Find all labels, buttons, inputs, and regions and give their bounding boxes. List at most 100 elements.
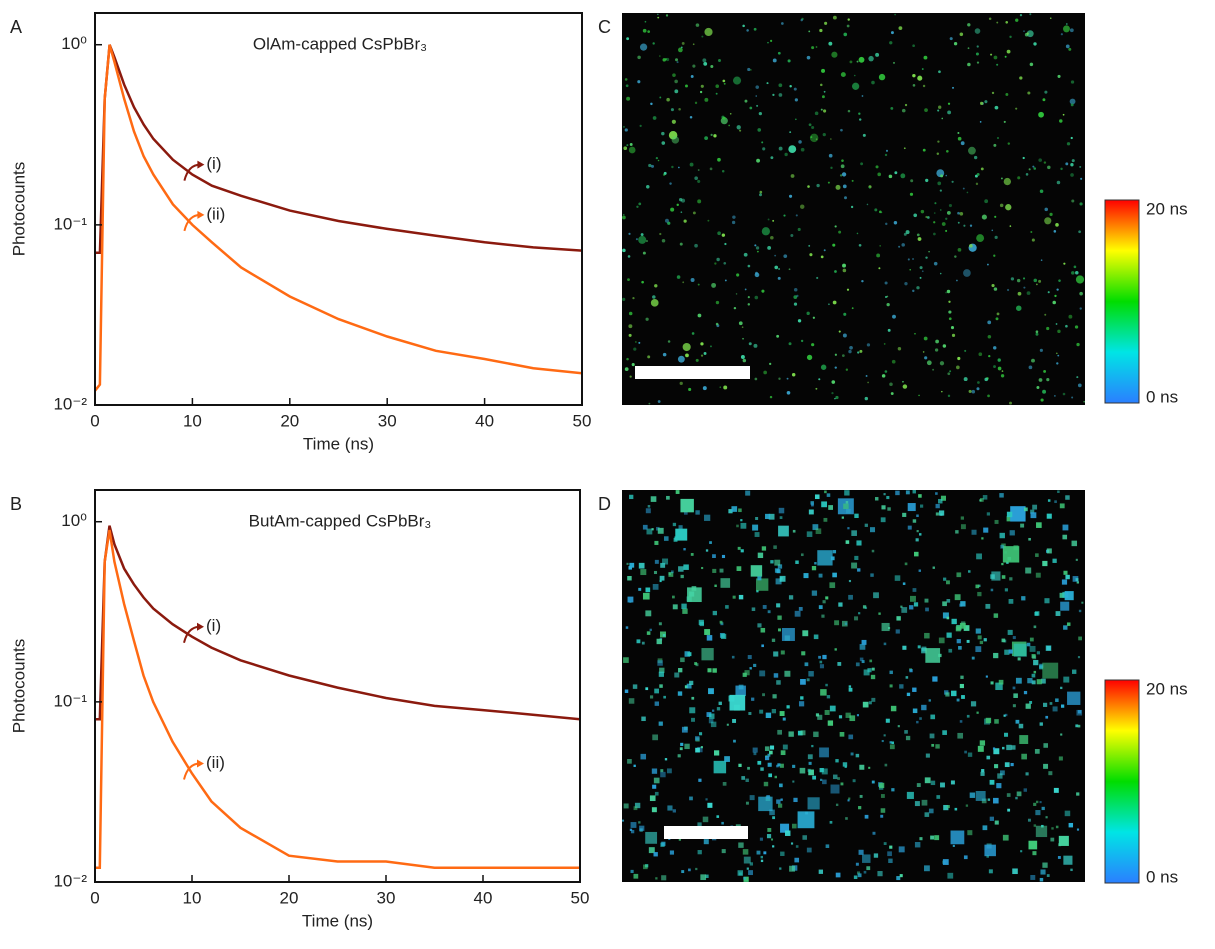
pixel-spot xyxy=(1055,323,1058,325)
pixel-spot xyxy=(783,214,786,217)
pixel-spot xyxy=(1054,395,1056,397)
pixel-spot xyxy=(848,797,851,800)
pixel-spot xyxy=(774,265,779,270)
pixel-spot xyxy=(778,803,783,808)
pixel-spot xyxy=(679,747,683,751)
pixel-spot xyxy=(976,172,980,176)
pixel-spot xyxy=(808,123,812,127)
panel-label: A xyxy=(10,17,22,37)
pixel-spot xyxy=(832,572,837,578)
pixel-spot xyxy=(704,629,711,635)
pixel-spot xyxy=(924,356,928,360)
pixel-spot xyxy=(739,129,742,132)
pixel-spot xyxy=(654,284,658,288)
pixel-spot xyxy=(827,720,834,726)
pixel-spot xyxy=(757,623,762,628)
colorbar-max-label: 20 ns xyxy=(1146,199,1188,218)
pixel-spot xyxy=(975,628,981,634)
pixel-spot xyxy=(665,57,670,62)
pixel-spot xyxy=(820,778,823,782)
pixel-spot xyxy=(761,546,767,551)
series-label: (ii) xyxy=(206,753,225,772)
pixel-spot xyxy=(965,804,969,807)
pixel-spot xyxy=(947,394,951,398)
pixel-spot xyxy=(767,41,769,44)
pixel-spot xyxy=(993,287,998,291)
pixel-spot xyxy=(629,562,635,568)
pixel-spot xyxy=(647,505,651,508)
pixel-spot xyxy=(662,634,666,637)
decay-line xyxy=(95,525,580,721)
pixel-spot xyxy=(966,191,969,194)
pixel-spot xyxy=(841,516,844,519)
pixel-spot xyxy=(1036,386,1040,390)
pixel-spot xyxy=(722,781,727,786)
pixel-spot xyxy=(809,133,819,143)
pixel-spot xyxy=(1078,609,1082,613)
pixel-spot xyxy=(626,144,629,147)
pixel-spot xyxy=(716,707,721,711)
pixel-spot xyxy=(967,62,971,67)
y-tick-label: 10⁰ xyxy=(61,34,87,53)
pixel-spot xyxy=(747,303,751,306)
pixel-spot xyxy=(899,684,904,689)
pixel-spot xyxy=(1065,495,1070,500)
pixel-spot xyxy=(916,720,919,724)
pixel-spot xyxy=(630,822,637,828)
pixel-spot xyxy=(794,98,798,102)
pixel-spot xyxy=(627,255,631,258)
pixel-spot xyxy=(1023,788,1027,792)
pixel-spot xyxy=(864,396,869,401)
pixel-spot xyxy=(921,646,927,652)
pixel-spot xyxy=(937,109,940,112)
pixel-spot xyxy=(1001,177,1003,180)
pixel-spot xyxy=(721,633,727,639)
pixel-spot xyxy=(653,570,658,575)
pixel-spot xyxy=(777,729,782,735)
pixel-spot xyxy=(671,165,674,169)
pixel-spot xyxy=(857,568,861,572)
pixel-spot xyxy=(939,209,942,211)
pixel-spot xyxy=(793,295,798,300)
pixel-spot xyxy=(935,339,939,344)
pixel-spot xyxy=(704,27,713,37)
pixel-spot xyxy=(1030,512,1037,519)
pixel-spot xyxy=(940,782,945,788)
pixel-spot xyxy=(788,731,794,737)
pixel-spot xyxy=(636,639,641,644)
pixel-spot xyxy=(920,504,924,508)
pixel-spot xyxy=(689,116,693,119)
pixel-spot xyxy=(817,714,823,720)
pixel-spot xyxy=(622,125,625,128)
pixel-spot xyxy=(1025,703,1031,709)
pixel-spot xyxy=(1035,553,1039,557)
pixel-spot xyxy=(924,598,929,603)
pixel-spot xyxy=(767,753,771,757)
pixel-spot xyxy=(842,268,847,273)
pixel-spot xyxy=(807,185,810,188)
chart-title: OlAm-capped CsPbBr₃ xyxy=(253,34,427,53)
pixel-spot xyxy=(626,357,629,361)
pixel-spot xyxy=(917,645,921,649)
pixel-spot xyxy=(648,402,651,405)
pixel-spot xyxy=(1025,173,1029,176)
pixel-spot xyxy=(821,768,828,775)
pixel-spot xyxy=(692,43,695,46)
pixel-spot xyxy=(675,58,679,62)
pixel-spot xyxy=(715,300,720,305)
pixel-spot xyxy=(638,587,642,591)
pixel-spot xyxy=(1054,500,1057,503)
pixel-spot xyxy=(635,238,638,241)
pixel-spot xyxy=(779,867,782,870)
pixel-spot xyxy=(733,306,737,310)
pixel-spot xyxy=(859,794,863,798)
pixel-spot xyxy=(904,730,908,734)
pixel-spot xyxy=(798,701,805,707)
pixel-spot xyxy=(859,764,865,770)
pixel-spot xyxy=(1047,499,1051,502)
pixel-spot xyxy=(657,527,664,534)
pixel-spot xyxy=(993,254,996,257)
pixel-spot xyxy=(662,58,667,62)
pixel-spot xyxy=(672,73,676,77)
pixel-spot xyxy=(1000,544,1004,549)
